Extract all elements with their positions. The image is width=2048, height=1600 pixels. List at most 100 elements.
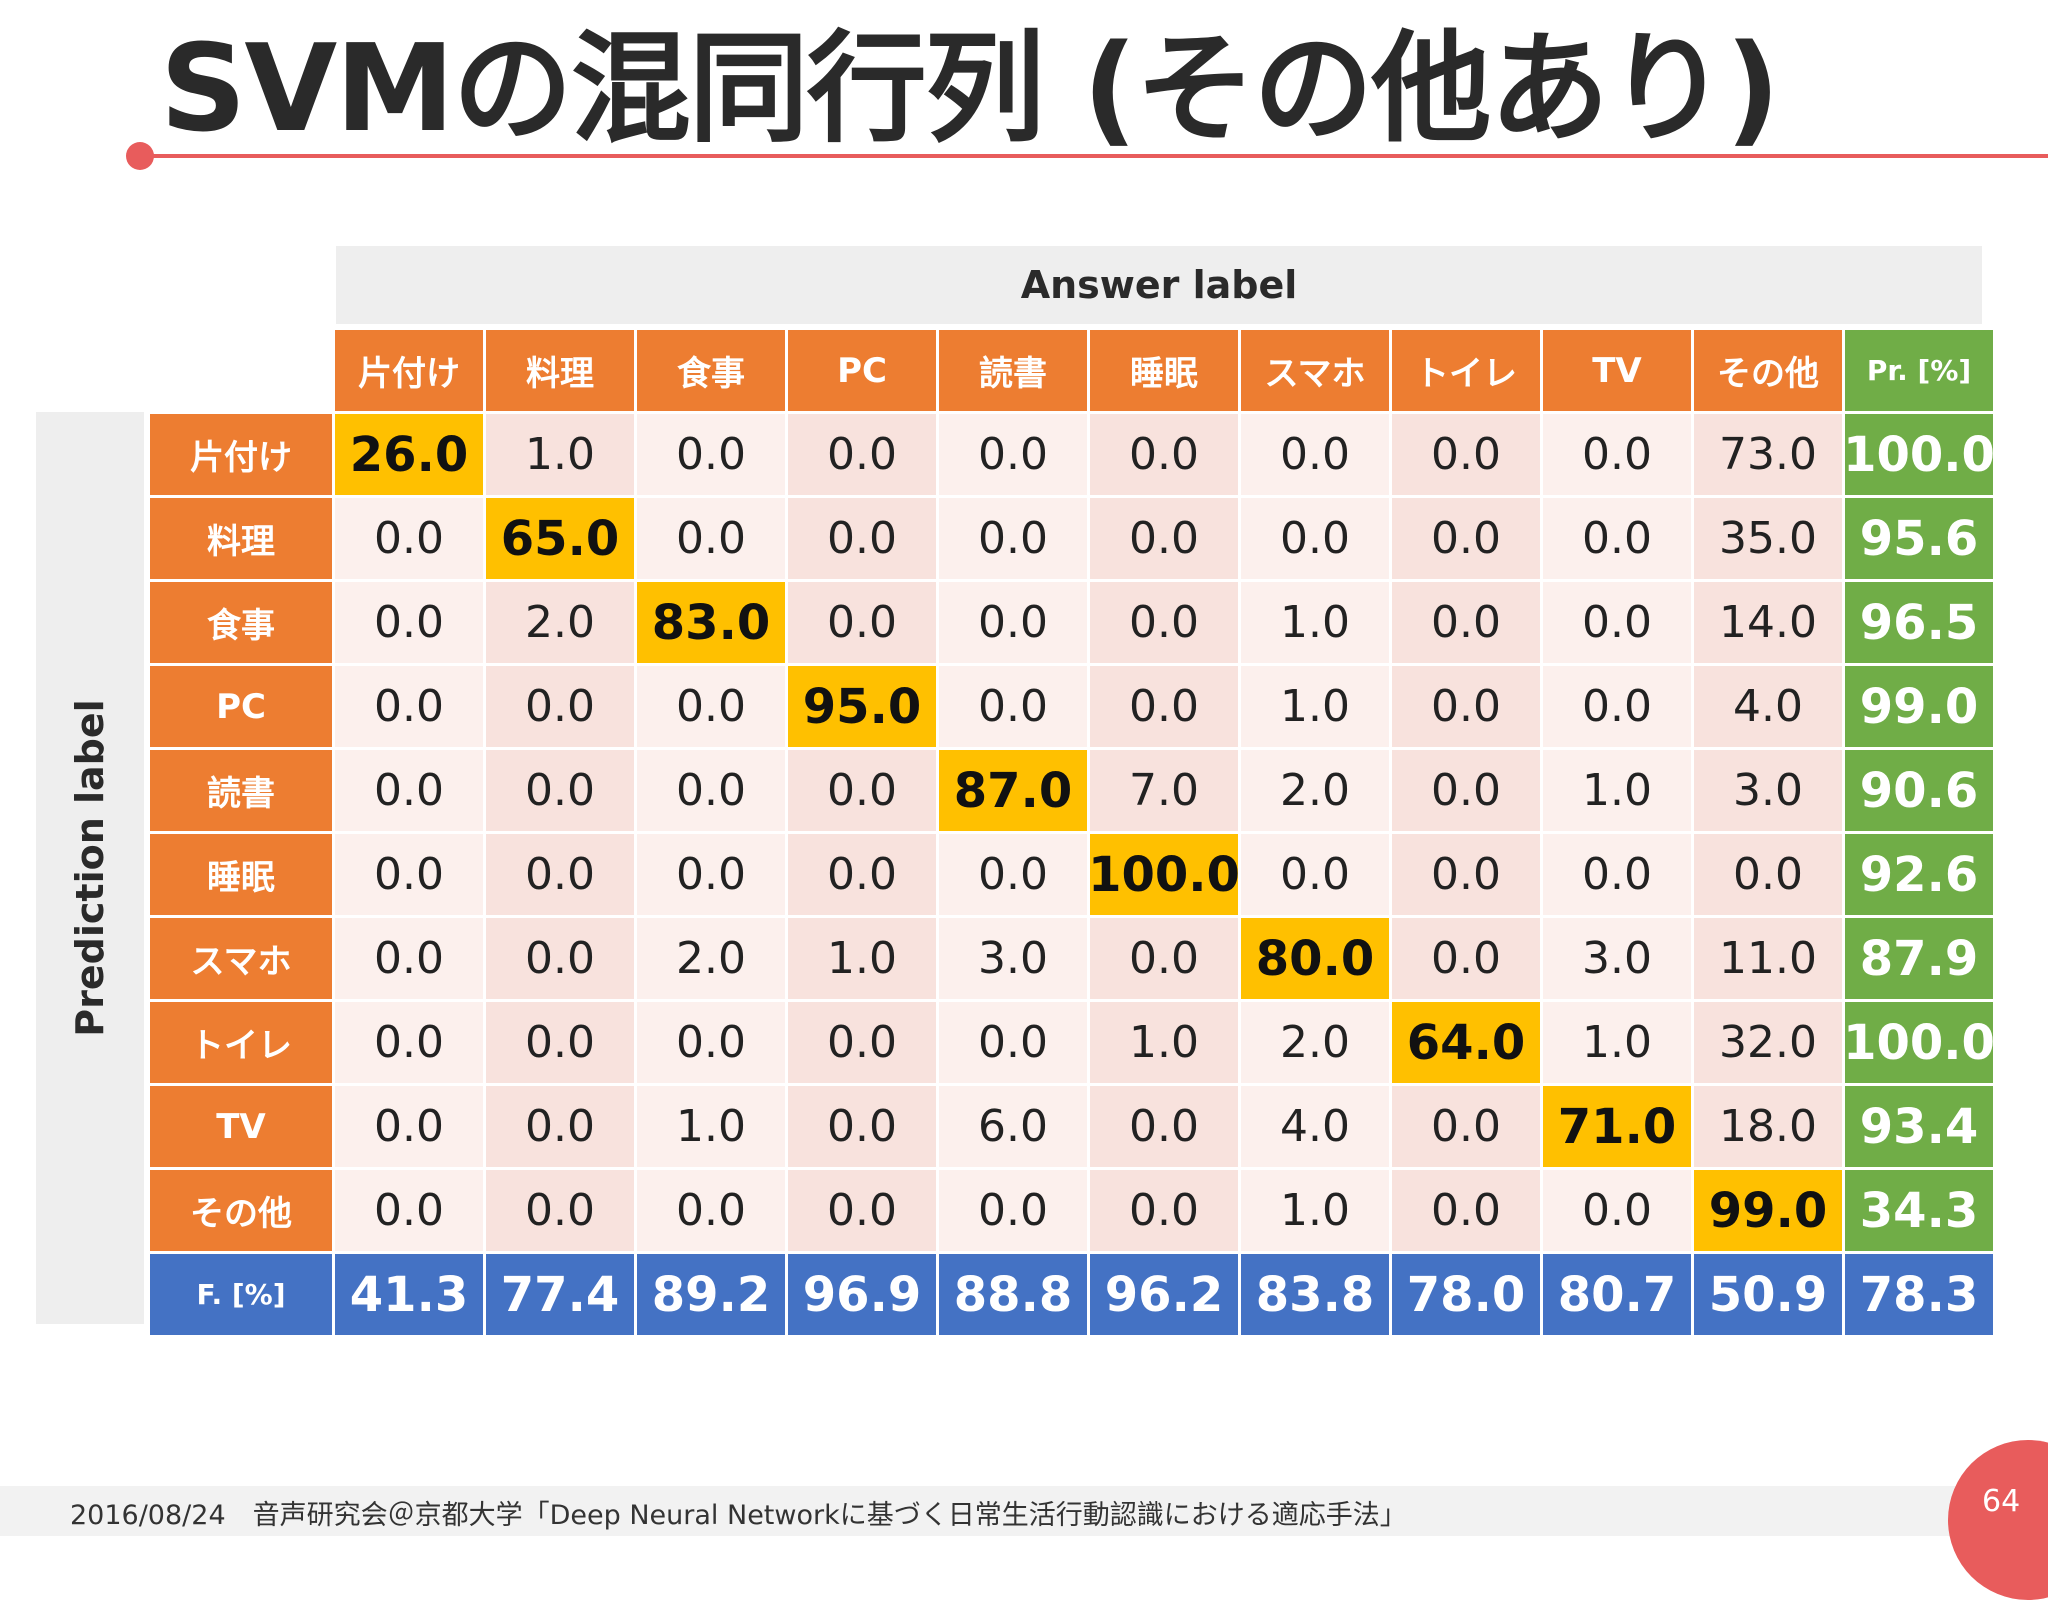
matrix-cell: 0.0	[1392, 666, 1540, 747]
row-header: スマホ	[150, 918, 332, 999]
column-header: 片付け	[335, 330, 483, 411]
matrix-cell: 1.0	[1241, 1170, 1389, 1251]
matrix-cell: 0.0	[1241, 834, 1389, 915]
matrix-cell: 0.0	[1392, 498, 1540, 579]
footer-text: 2016/08/24 音声研究会＠京都大学「Deep Neural Networ…	[70, 1500, 1407, 1531]
matrix-cell: 0.0	[788, 498, 936, 579]
matrix-cell: 2.0	[1241, 750, 1389, 831]
matrix-cell: 2.0	[486, 582, 634, 663]
matrix-cell-diagonal: 64.0	[1392, 1002, 1540, 1083]
matrix-cell: 3.0	[939, 918, 1087, 999]
fmeasure-cell: 96.2	[1090, 1254, 1238, 1335]
matrix-cell: 0.0	[1543, 834, 1691, 915]
footer-bar	[0, 1486, 2048, 1536]
matrix-cell: 4.0	[1694, 666, 1842, 747]
matrix-cell: 0.0	[335, 1170, 483, 1251]
column-header: その他	[1694, 330, 1842, 411]
matrix-cell: 0.0	[788, 750, 936, 831]
matrix-cell: 0.0	[637, 834, 785, 915]
precision-cell: 100.0	[1843, 1002, 1995, 1083]
title-underline	[140, 154, 2048, 158]
matrix-cell-diagonal: 26.0	[335, 414, 483, 495]
matrix-cell: 0.0	[486, 1002, 634, 1083]
fmeasure-cell: 41.3	[335, 1254, 483, 1335]
matrix-cell: 0.0	[788, 1086, 936, 1167]
matrix-cell: 0.0	[1392, 414, 1540, 495]
matrix-cell: 73.0	[1694, 414, 1842, 495]
column-header: 料理	[486, 330, 634, 411]
matrix-cell: 1.0	[1241, 582, 1389, 663]
matrix-cell: 0.0	[788, 1002, 936, 1083]
matrix-cell: 4.0	[1241, 1086, 1389, 1167]
matrix-cell: 0.0	[1090, 918, 1238, 999]
matrix-cell: 1.0	[1241, 666, 1389, 747]
column-header: 読書	[939, 330, 1087, 411]
matrix-cell: 0.0	[335, 666, 483, 747]
matrix-cell: 1.0	[1543, 750, 1691, 831]
matrix-cell: 0.0	[939, 414, 1087, 495]
fmeasure-cell: 88.8	[939, 1254, 1087, 1335]
fmeasure-cell: 78.0	[1392, 1254, 1540, 1335]
precision-cell: 99.0	[1845, 666, 1993, 747]
matrix-cell: 0.0	[637, 1002, 785, 1083]
matrix-cell: 0.0	[788, 582, 936, 663]
matrix-cell: 3.0	[1694, 750, 1842, 831]
row-header: トイレ	[150, 1002, 332, 1083]
matrix-cell: 0.0	[939, 498, 1087, 579]
matrix-cell: 0.0	[939, 834, 1087, 915]
matrix-cell: 0.0	[637, 750, 785, 831]
matrix-cell: 35.0	[1694, 498, 1842, 579]
fmeasure-cell: 80.7	[1543, 1254, 1691, 1335]
column-header: スマホ	[1241, 330, 1389, 411]
matrix-cell-diagonal: 95.0	[788, 666, 936, 747]
matrix-cell-diagonal: 87.0	[939, 750, 1087, 831]
fmeasure-cell: 77.4	[486, 1254, 634, 1335]
fmeasure-cell: 96.9	[788, 1254, 936, 1335]
matrix-cell: 0.0	[486, 666, 634, 747]
fmeasure-cell: 89.2	[637, 1254, 785, 1335]
matrix-cell: 0.0	[486, 750, 634, 831]
matrix-cell: 1.0	[637, 1086, 785, 1167]
matrix-cell: 0.0	[1392, 582, 1540, 663]
matrix-cell: 6.0	[939, 1086, 1087, 1167]
confusion-matrix-table: 片付け 料理 食事 PC 読書 睡眠 スマホ トイレ TV その他 Pr. [%] 片付け 26.0 1.…	[150, 330, 1995, 1335]
precision-cell: 100.0	[1843, 414, 1995, 495]
matrix-cell: 0.0	[1090, 1086, 1238, 1167]
row-header: 食事	[150, 582, 332, 663]
matrix-cell: 0.0	[335, 582, 483, 663]
table-corner	[150, 330, 332, 411]
answer-label-header: Answer label	[336, 246, 1982, 324]
prediction-label-band	[36, 412, 144, 1324]
matrix-cell: 7.0	[1090, 750, 1238, 831]
matrix-cell: 0.0	[1543, 498, 1691, 579]
matrix-cell: 0.0	[335, 918, 483, 999]
matrix-cell: 0.0	[939, 1002, 1087, 1083]
matrix-cell: 0.0	[1241, 498, 1389, 579]
matrix-cell: 18.0	[1694, 1086, 1842, 1167]
matrix-cell: 0.0	[1543, 414, 1691, 495]
row-header: TV	[150, 1086, 332, 1167]
matrix-cell: 0.0	[486, 1086, 634, 1167]
matrix-cell: 1.0	[788, 918, 936, 999]
matrix-cell-diagonal: 65.0	[486, 498, 634, 579]
row-header: 睡眠	[150, 834, 332, 915]
matrix-cell: 0.0	[1090, 666, 1238, 747]
matrix-cell: 0.0	[788, 834, 936, 915]
matrix-cell: 0.0	[1392, 1086, 1540, 1167]
matrix-cell: 1.0	[1090, 1002, 1238, 1083]
matrix-cell: 11.0	[1694, 918, 1842, 999]
precision-cell: 90.6	[1845, 750, 1993, 831]
matrix-cell-diagonal: 83.0	[637, 582, 785, 663]
matrix-cell: 0.0	[486, 918, 634, 999]
row-header: 料理	[150, 498, 332, 579]
precision-cell: 93.4	[1845, 1086, 1993, 1167]
matrix-cell: 0.0	[1392, 1170, 1540, 1251]
matrix-cell: 0.0	[1543, 582, 1691, 663]
overall-fmeasure-cell: 78.3	[1845, 1254, 1993, 1335]
matrix-cell: 0.0	[788, 414, 936, 495]
column-header: 食事	[637, 330, 785, 411]
fmeasure-cell: 83.8	[1241, 1254, 1389, 1335]
matrix-cell: 0.0	[788, 1170, 936, 1251]
precision-cell: 34.3	[1845, 1170, 1993, 1251]
matrix-cell: 3.0	[1543, 918, 1691, 999]
